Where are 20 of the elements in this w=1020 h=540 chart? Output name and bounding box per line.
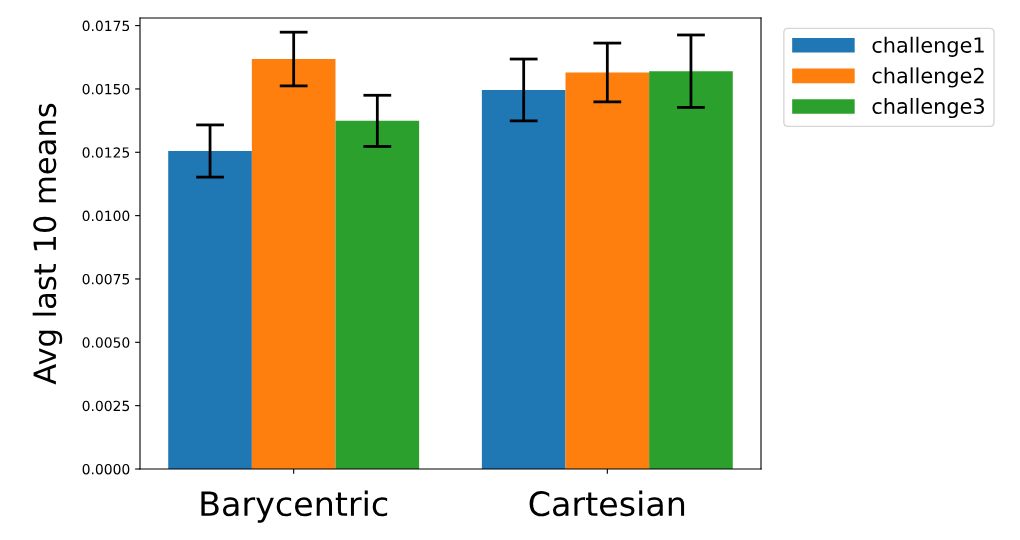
y-tick-label: 0.0175 (82, 20, 130, 32)
y-axis-title: Avg last 10 means (32, 103, 63, 385)
legend-label: challenge3 (872, 97, 984, 119)
y-tick-label: 0.0025 (82, 400, 130, 412)
legend-label: challenge2 (872, 67, 984, 88)
x-tick-label: Cartesian (529, 490, 685, 517)
bar (251, 59, 336, 469)
bar (335, 120, 420, 469)
y-tick-label: 0.0150 (82, 83, 130, 95)
y-tick-label: 0.0075 (82, 273, 130, 285)
x-tick-label: Barycentric (201, 490, 388, 523)
y-tick-label: 0.0000 (82, 463, 130, 475)
y-tick-label: 0.0125 (82, 147, 130, 158)
bar (481, 89, 566, 469)
y-tick-label: 0.0050 (82, 337, 130, 348)
legend-label: challenge1 (872, 36, 984, 57)
y-tick-label: 0.0100 (82, 210, 130, 222)
bar (565, 72, 650, 469)
bar (168, 151, 252, 469)
bar (649, 71, 733, 469)
